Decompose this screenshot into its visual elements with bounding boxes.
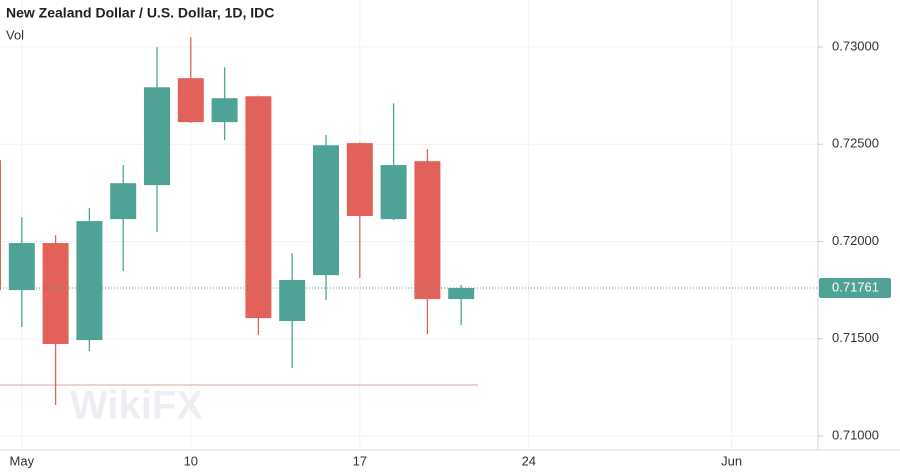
- candle-body: [245, 96, 272, 319]
- y-tick-label: 0.71500: [832, 330, 879, 345]
- y-tick-label: 0.72500: [832, 136, 879, 151]
- candle-body: [211, 98, 238, 123]
- candle-body: [414, 161, 441, 300]
- x-tick-label: 17: [353, 453, 367, 468]
- candle-body: [0, 160, 1, 291]
- candle-body: [177, 78, 204, 123]
- x-tick-label: 24: [522, 453, 536, 468]
- volume-label: Vol: [6, 27, 24, 42]
- last-price-label: 0.71761: [832, 279, 879, 294]
- candle-body: [313, 145, 339, 276]
- candle-body: [380, 165, 407, 220]
- y-tick-label: 0.73000: [832, 38, 879, 53]
- candle-body: [110, 183, 137, 220]
- candle-body: [144, 87, 170, 186]
- candle-body: [8, 243, 35, 291]
- y-tick-label: 0.71000: [832, 427, 879, 442]
- x-tick-label: Jun: [721, 453, 742, 468]
- candle-body: [76, 221, 103, 341]
- candle-body: [42, 243, 69, 344]
- last-price-badge: [819, 277, 891, 298]
- y-tick-label: 0.72000: [832, 233, 879, 248]
- grid: [0, 0, 818, 450]
- candle-body: [448, 287, 475, 300]
- candle-body: [346, 143, 373, 217]
- candle-body: [279, 280, 306, 322]
- chart-title: New Zealand Dollar / U.S. Dollar, 1D, ID…: [6, 5, 274, 21]
- watermark: WikiFX: [70, 384, 203, 428]
- x-tick-label: May: [10, 453, 35, 468]
- x-tick-label: 10: [184, 453, 198, 468]
